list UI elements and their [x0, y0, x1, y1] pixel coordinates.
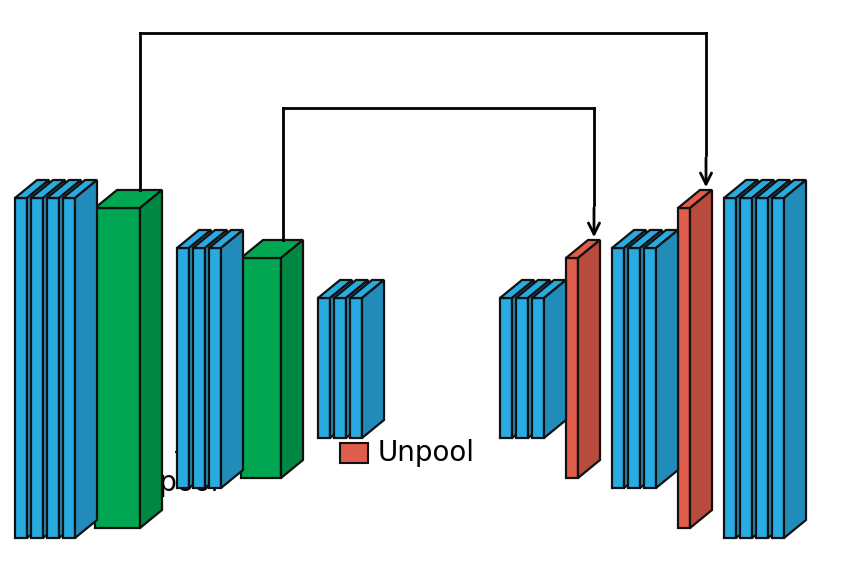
Polygon shape — [532, 298, 544, 438]
Polygon shape — [690, 190, 712, 528]
Polygon shape — [566, 258, 578, 478]
Polygon shape — [656, 230, 678, 488]
Polygon shape — [644, 248, 656, 488]
Polygon shape — [318, 298, 330, 438]
Polygon shape — [624, 230, 646, 488]
Polygon shape — [59, 180, 81, 538]
Polygon shape — [516, 298, 528, 438]
Polygon shape — [140, 190, 162, 528]
Polygon shape — [63, 198, 75, 538]
Polygon shape — [500, 280, 534, 298]
Polygon shape — [756, 198, 768, 538]
Polygon shape — [189, 230, 211, 488]
Polygon shape — [177, 248, 189, 488]
Polygon shape — [752, 180, 774, 538]
Polygon shape — [334, 280, 368, 298]
Polygon shape — [740, 180, 774, 198]
Polygon shape — [566, 240, 600, 258]
Polygon shape — [544, 280, 566, 438]
Polygon shape — [330, 280, 352, 438]
Polygon shape — [346, 280, 368, 438]
Polygon shape — [628, 230, 662, 248]
Polygon shape — [756, 180, 790, 198]
Polygon shape — [334, 298, 346, 438]
Polygon shape — [27, 180, 49, 538]
Polygon shape — [678, 208, 690, 528]
Polygon shape — [15, 180, 49, 198]
Polygon shape — [318, 280, 352, 298]
Polygon shape — [15, 198, 27, 538]
Polygon shape — [628, 248, 640, 488]
Polygon shape — [47, 198, 59, 538]
Polygon shape — [209, 248, 221, 488]
Polygon shape — [75, 180, 97, 538]
Text: Max pool: Max pool — [93, 469, 219, 497]
Polygon shape — [205, 230, 227, 488]
Polygon shape — [350, 280, 384, 298]
Polygon shape — [768, 180, 790, 538]
Bar — [55, 473, 83, 493]
Polygon shape — [241, 240, 303, 258]
Polygon shape — [193, 230, 227, 248]
Text: Conv + ReLU: Conv + ReLU — [93, 439, 273, 467]
Polygon shape — [772, 198, 784, 538]
Polygon shape — [772, 180, 806, 198]
Polygon shape — [281, 240, 303, 478]
Polygon shape — [644, 230, 678, 248]
Polygon shape — [31, 180, 65, 198]
Bar — [340, 443, 368, 463]
Polygon shape — [47, 180, 81, 198]
Polygon shape — [221, 230, 243, 488]
Polygon shape — [95, 190, 162, 208]
Polygon shape — [640, 230, 662, 488]
Polygon shape — [209, 230, 243, 248]
Polygon shape — [578, 240, 600, 478]
Polygon shape — [362, 280, 384, 438]
Polygon shape — [63, 180, 97, 198]
Text: Unpool: Unpool — [378, 439, 475, 467]
Polygon shape — [528, 280, 550, 438]
Polygon shape — [678, 190, 712, 208]
Polygon shape — [177, 230, 211, 248]
Polygon shape — [724, 198, 736, 538]
Polygon shape — [612, 230, 646, 248]
Polygon shape — [95, 208, 140, 528]
Polygon shape — [350, 298, 362, 438]
Polygon shape — [241, 258, 281, 478]
Polygon shape — [612, 248, 624, 488]
Polygon shape — [512, 280, 534, 438]
Polygon shape — [736, 180, 758, 538]
Polygon shape — [500, 298, 512, 438]
Polygon shape — [784, 180, 806, 538]
Polygon shape — [532, 280, 566, 298]
Polygon shape — [516, 280, 550, 298]
Polygon shape — [31, 198, 43, 538]
Polygon shape — [43, 180, 65, 538]
Polygon shape — [740, 198, 752, 538]
Bar — [55, 443, 83, 463]
Polygon shape — [724, 180, 758, 198]
Polygon shape — [193, 248, 205, 488]
